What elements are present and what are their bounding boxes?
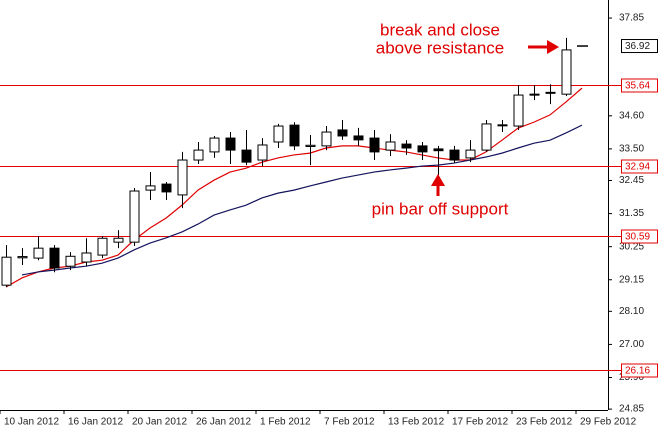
x-tick-label: 29 Feb 2012 <box>580 417 637 428</box>
candle-body <box>209 137 220 153</box>
candle-body <box>433 148 444 152</box>
level-label-box <box>621 159 658 174</box>
y-tick-label: 34.60 <box>619 110 644 121</box>
y-tick-label: 28.10 <box>619 306 644 317</box>
candle-body <box>385 141 396 151</box>
candle-body <box>177 159 188 196</box>
candle-body <box>529 93 540 96</box>
arrow <box>431 174 445 196</box>
candle-body <box>225 137 236 151</box>
y-tick-label: 25.90 <box>619 372 644 383</box>
x-tick-label: 23 Feb 2012 <box>516 417 573 428</box>
candle-body <box>145 185 156 191</box>
x-tick-label: 26 Jan 2012 <box>196 417 251 428</box>
level-label: 26.16 <box>625 366 650 377</box>
x-tick-label: 20 Jan 2012 <box>132 417 187 428</box>
candle-body <box>481 123 492 151</box>
candle-body <box>33 247 44 259</box>
candle-body <box>337 129 348 137</box>
y-tick-label: 37.85 <box>619 13 644 24</box>
candle-body <box>561 49 572 95</box>
level-label-box <box>621 363 658 378</box>
level-label-box <box>621 229 658 244</box>
level-label: 30.59 <box>625 232 650 243</box>
candle-body <box>129 190 140 243</box>
candle-body <box>417 145 428 153</box>
level-label-box <box>621 78 658 93</box>
moving-average-line <box>21 124 583 276</box>
price-label: 36.92 <box>625 41 650 52</box>
x-tick-label: 1 Feb 2012 <box>260 417 311 428</box>
candle-body <box>289 124 300 147</box>
candle-body <box>17 256 28 259</box>
moving-average-line <box>5 87 583 288</box>
x-tick-label: 16 Jan 2012 <box>68 417 123 428</box>
candle-body <box>273 125 284 143</box>
y-tick-label: 27.00 <box>619 339 644 350</box>
candle-body <box>65 255 76 267</box>
candle-body <box>513 94 524 127</box>
candle-body <box>97 237 108 256</box>
annotation: pin bar off support <box>372 199 509 218</box>
x-tick-label: 10 Jan 2012 <box>4 417 59 428</box>
level-label: 32.94 <box>625 162 650 173</box>
candle-body <box>545 91 556 94</box>
candle-body <box>161 183 172 193</box>
arrow <box>528 40 559 54</box>
candle-body <box>369 137 380 153</box>
y-tick-label: 32.45 <box>619 175 644 186</box>
candle-body <box>497 124 508 127</box>
candle-body <box>1 256 12 286</box>
candle-body <box>305 144 316 147</box>
candle-body <box>81 252 92 263</box>
x-tick-label: 7 Feb 2012 <box>324 417 375 428</box>
x-tick-label: 17 Feb 2012 <box>452 417 509 428</box>
candle-body <box>449 149 460 161</box>
annotation: above resistance <box>376 38 505 57</box>
y-tick-label: 29.15 <box>619 274 644 285</box>
candle-body <box>465 149 476 159</box>
candle-body <box>49 247 60 269</box>
candle-body <box>113 237 124 243</box>
level-label: 35.64 <box>625 81 650 92</box>
candle-body <box>257 144 268 161</box>
candle-body <box>353 135 364 141</box>
y-tick-label: 24.85 <box>619 404 644 415</box>
y-tick-label: 30.25 <box>619 241 644 252</box>
price-label-box <box>621 39 658 54</box>
annotation: break and close <box>380 20 500 39</box>
candle-body <box>241 149 252 163</box>
y-tick-label: 31.35 <box>619 208 644 219</box>
candle-body <box>321 131 332 147</box>
y-tick-label: 33.50 <box>619 144 644 155</box>
candle-body <box>401 143 412 149</box>
candle-body <box>193 149 204 161</box>
x-tick-label: 13 Feb 2012 <box>388 417 445 428</box>
